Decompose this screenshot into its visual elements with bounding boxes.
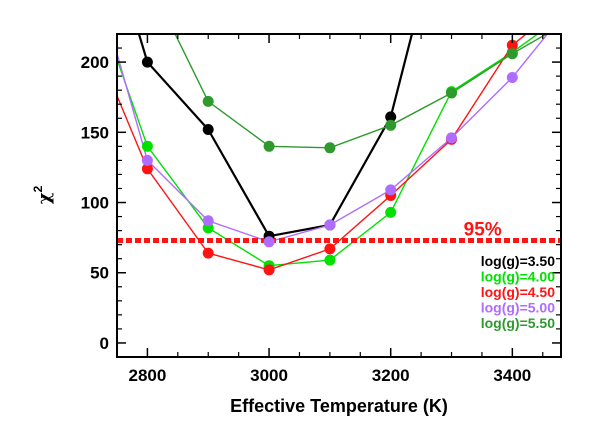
threshold-layer: 95% (117, 219, 561, 243)
data-point-3-3 (324, 219, 336, 231)
data-point-4-2 (324, 142, 336, 154)
data-point-3-0 (141, 154, 153, 166)
data-point-0-4 (385, 111, 397, 123)
series-line-4 (174, 34, 548, 149)
points-layer (141, 39, 518, 276)
y-tick-label-1: 50 (90, 264, 109, 283)
threshold-label: 95% (464, 219, 502, 240)
x-tick-label-1: 3000 (250, 366, 288, 385)
data-point-1-4 (385, 206, 397, 218)
data-point-4-3 (385, 119, 397, 131)
data-point-3-4 (385, 184, 397, 196)
y-tick-label-2: 100 (81, 194, 109, 213)
y-tick-label-3: 150 (81, 123, 109, 142)
x-tick-label-3: 3400 (493, 366, 531, 385)
data-point-0-1 (202, 124, 214, 135)
data-point-3-1 (202, 215, 214, 227)
data-point-1-0 (141, 140, 153, 152)
y-axis-title-base: χ (34, 192, 55, 204)
x-tick-label-2: 3200 (372, 366, 410, 385)
data-point-0-0 (141, 56, 153, 68)
data-point-1-3 (324, 254, 336, 266)
data-point-4-1 (263, 140, 275, 152)
data-point-2-1 (202, 247, 214, 259)
legend-entry-2: log(g)=4.50 (481, 284, 556, 300)
legend-entry-0: log(g)=3.50 (481, 253, 556, 269)
y-tick-label-0: 0 (100, 334, 109, 353)
data-point-2-2 (263, 264, 275, 276)
data-point-3-2 (263, 236, 275, 248)
y-tick-label-4: 200 (81, 53, 109, 72)
data-point-2-6 (506, 39, 518, 51)
data-point-3-5 (446, 132, 457, 144)
legend-entry-4: log(g)=5.50 (481, 315, 556, 331)
legend-entry-3: log(g)=5.00 (481, 300, 556, 316)
legend-entry-1: log(g)=4.00 (481, 269, 556, 285)
data-point-4-5 (506, 48, 518, 60)
data-point-4-4 (446, 87, 457, 99)
y-axis-title: χ2 (31, 185, 55, 204)
ticks-layer: 2800 3000 3200 3400 0 50 100 150 200 (81, 33, 561, 385)
data-point-4-0 (202, 95, 214, 107)
legend: log(g)=3.50log(g)=4.00log(g)=4.50log(g)=… (481, 253, 556, 331)
series-line-0 (137, 34, 414, 238)
data-point-2-3 (324, 243, 336, 255)
data-point-3-6 (506, 72, 518, 83)
y-axis-title-superscript: 2 (31, 185, 45, 192)
plot-frame (116, 33, 562, 358)
data-point-2-0 (141, 163, 153, 175)
x-axis-title: Effective Temperature (K) (230, 396, 448, 416)
x-tick-label-0: 2800 (128, 366, 166, 385)
